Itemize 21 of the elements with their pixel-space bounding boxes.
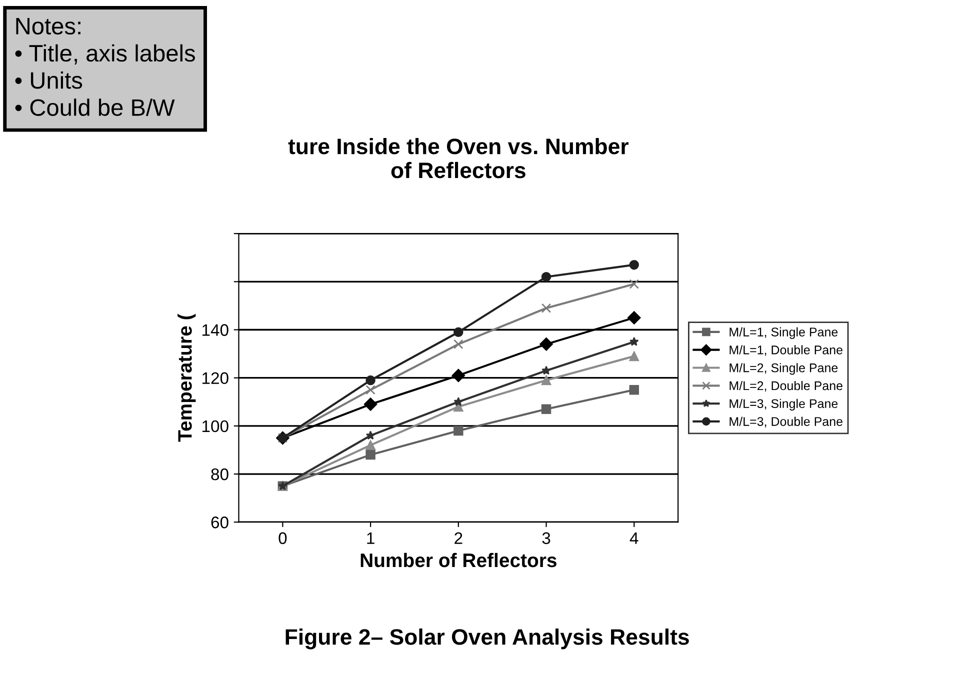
chart-title: ture Inside the Oven vs. Number of Reflectors (288, 138, 628, 178)
x-axis-title: Number of Reflectors (360, 552, 556, 568)
y-tick-label: 120 (202, 372, 228, 384)
legend-label: M/L=1, Double Pane (730, 345, 842, 356)
legend-label: M/L=2, Double Pane (730, 380, 842, 392)
x-tick-label: 2 (454, 532, 462, 544)
y-tick-label: 60 (211, 516, 228, 528)
legend-label: M/L=3, Double Pane (730, 416, 842, 428)
legend-label: M/L=3, Single Pane (730, 398, 838, 411)
legend-label: M/L=1, Single Pane (730, 327, 838, 339)
y-tick-label: 100 (202, 420, 228, 432)
x-tick-label: 3 (542, 532, 550, 544)
y-axis-title: Temperature ( (178, 314, 196, 442)
text: Notes: • Title, axis labels • Units • Could be B/W (15, 18, 195, 116)
caption: Figure 2– Solar Oven Analysis Results (286, 628, 689, 650)
legend-label: M/L=2, Single Pane (730, 363, 838, 375)
x-tick-label: 1 (367, 532, 374, 544)
y-tick-label: 80 (211, 468, 228, 480)
x-tick-label: 4 (630, 532, 638, 544)
x-tick-label: 0 (278, 532, 287, 544)
y-tick-label: 140 (202, 324, 228, 336)
